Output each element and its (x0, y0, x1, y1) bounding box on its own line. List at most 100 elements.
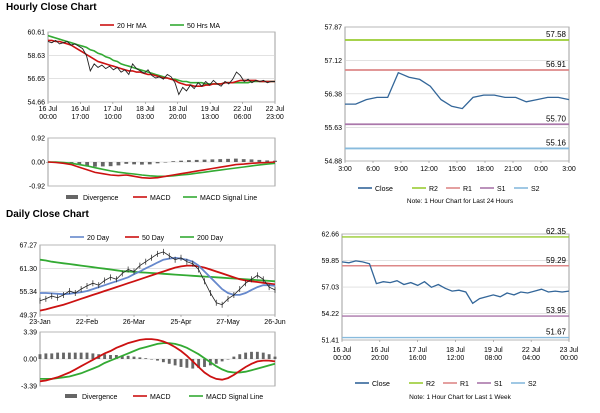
hourly-divergence-bar-10 (124, 162, 129, 164)
hourly-price-xtick-2: 17 Jul 10:00 (104, 106, 123, 121)
hourly-macd-legend-label-2: MACD Signal Line (200, 195, 257, 202)
daily-divergence-bar-31 (220, 359, 224, 362)
hourly-pivot-xtick-1: 6:00 (366, 166, 380, 173)
daily-price-legend-label-2: 200 Day (197, 235, 224, 242)
hourly-pivot-legend-label-3: S1 (497, 186, 506, 193)
daily-pivot-level-label-r2: 62.35 (546, 227, 567, 236)
hourly-price-ytick-0: 60.61 (27, 30, 45, 37)
daily-divergence-bar-12 (109, 355, 112, 359)
hourly-divergence-bar-6 (93, 162, 97, 167)
hourly-divergence-bar-28 (265, 160, 270, 162)
hourly-divergence-bar-27 (257, 159, 262, 162)
hourly-divergence-bar-13 (147, 162, 152, 165)
daily-pivot-legend-label-0: Close (372, 381, 390, 388)
daily-price-ytick-3: 49.37 (19, 313, 37, 320)
hourly-divergence-bar-15 (163, 162, 168, 163)
hourly-pivot-xtick-6: 21:00 (504, 166, 522, 173)
hourly-pivot-ytick-2: 56.38 (324, 91, 342, 98)
hourly-divergence-bar-23 (226, 158, 230, 162)
daily-price-legend-label-1: 50 Day (142, 235, 165, 242)
hourly-pivot-xtick-7: 0:00 (534, 166, 548, 173)
hourly-ma50-line (47, 34, 275, 85)
hourly-price-legend-label-1: 50 Hrs MA (187, 23, 220, 30)
hourly-price-ytick-2: 56.65 (27, 76, 45, 83)
daily-pivot-xtick-4: 19 Jul 08:00 (484, 347, 503, 362)
hourly-pivot-xtick-5: 18:00 (476, 166, 494, 173)
hourly-divergence-bar-21 (210, 159, 215, 162)
hourly-pivot-level-label-s1: 55.70 (546, 114, 567, 123)
daily-pivot-xtick-5: 22 Jul 04:00 (522, 347, 541, 362)
daily-divergence-bar-40 (273, 356, 277, 359)
daily-pivot-ytick-2: 57.03 (321, 285, 339, 292)
daily-price-ytick-2: 55.34 (19, 289, 37, 296)
hourly-price-legend-label-0: 20 Hr MA (117, 23, 147, 30)
hourly-price-xtick-7: 22 Jul 23:00 (266, 106, 285, 121)
hourly-pivot-close-line (345, 71, 570, 110)
daily-pivot-ytick-0: 62.66 (321, 232, 339, 239)
daily-divergence-bar-11 (103, 354, 107, 359)
daily-pivot-legend-label-4: S2 (528, 381, 537, 388)
daily-divergence-bar-0 (38, 354, 42, 359)
hourly-divergence-bar-19 (194, 159, 199, 162)
hourly-price-ytick-1: 58.63 (27, 53, 45, 60)
daily-divergence-bar-27 (197, 359, 201, 368)
daily-price-legend-label-0: 20 Day (87, 235, 110, 242)
daily-pivot-ytick-1: 59.85 (321, 258, 339, 265)
hourly-pivot-legend-label-0: Close (375, 186, 393, 193)
hourly-divergence-bar-12 (140, 162, 144, 165)
hourly-pivot-level-label-r2: 57.58 (546, 30, 567, 39)
hourly-pivot-ytick-1: 57.12 (324, 58, 342, 65)
daily-divergence-bar-13 (114, 355, 118, 359)
daily-divergence-bar-4 (62, 352, 65, 359)
hourly-macd-legend-swatch-0 (66, 195, 78, 199)
daily-divergence-bar-3 (56, 352, 60, 359)
hourly-pivot-legend-label-4: S2 (531, 186, 540, 193)
hourly-pivot-ytick-3: 55.63 (324, 125, 342, 132)
hourly-price-xtick-1: 16 Jul 17:00 (71, 106, 90, 121)
hourly-pivot-level-label-r1: 56.91 (546, 60, 567, 69)
daily-divergence-bar-6 (73, 352, 77, 359)
hourly-divergence-bar-16 (171, 161, 176, 162)
daily-pivot-xtick-3: 18 Jul 12:00 (446, 347, 465, 362)
hourly-price-frame (47, 31, 276, 103)
daily-divergence-bar-39 (267, 354, 271, 359)
daily-divergence-bar-32 (226, 359, 230, 360)
daily-divergence-bar-7 (79, 352, 83, 359)
daily-price-xtick-3: 25-Apr (170, 319, 192, 326)
daily-divergence-bar-9 (91, 353, 95, 359)
hourly-price-xtick-5: 19 Jul 13:00 (201, 106, 220, 121)
daily-divergence-bar-33 (232, 356, 236, 359)
daily-divergence-bar-20 (156, 359, 159, 361)
daily-pivot-xtick-1: 16 Jul 20:00 (370, 347, 389, 362)
daily-price-ytick-0: 67.27 (19, 243, 37, 250)
hourly-price-xtick-3: 18 Jul 03:00 (136, 106, 155, 121)
daily-divergence-bar-14 (120, 355, 124, 359)
daily-price-xtick-1: 22-Feb (76, 319, 98, 326)
hourly-pivot-xtick-3: 12:00 (420, 166, 438, 173)
daily-divergence-bar-24 (179, 359, 183, 367)
hourly-macd-ytick-0: 0.92 (31, 136, 45, 143)
daily-pivot-xtick-6: 23 Jul 00:00 (560, 347, 579, 362)
hourly-section-title: Hourly Close Chart (6, 2, 97, 13)
daily-pivot-legend-label-1: R2 (426, 381, 435, 388)
hourly-price-ytick-3: 54.66 (27, 100, 45, 107)
hourly-divergence-bar-22 (218, 159, 223, 162)
hourly-pivot-ytick-4: 54.88 (324, 159, 342, 166)
daily-divergence-bar-15 (126, 355, 130, 359)
hourly-macd-ytick-2: -0.92 (29, 184, 45, 191)
daily-divergence-bar-34 (238, 354, 242, 359)
daily-ma20-line (40, 256, 276, 296)
hourly-pivot-level-label-s2: 55.16 (546, 138, 567, 147)
daily-macd-legend-label-0: Divergence (82, 394, 118, 401)
daily-divergence-bar-19 (150, 359, 154, 360)
hourly-price-xtick-6: 22 Jul 06:00 (233, 106, 252, 121)
daily-divergence-bar-16 (132, 356, 136, 359)
hourly-divergence-bar-24 (233, 158, 238, 162)
daily-divergence-bar-28 (203, 359, 206, 367)
daily-pivot-legend-label-3: S1 (494, 381, 503, 388)
hourly-divergence-bar-26 (249, 159, 254, 162)
daily-section-title: Daily Close Chart (6, 209, 89, 220)
daily-price-xtick-2: 26-Mar (123, 319, 146, 326)
daily-divergence-bar-21 (161, 359, 165, 363)
